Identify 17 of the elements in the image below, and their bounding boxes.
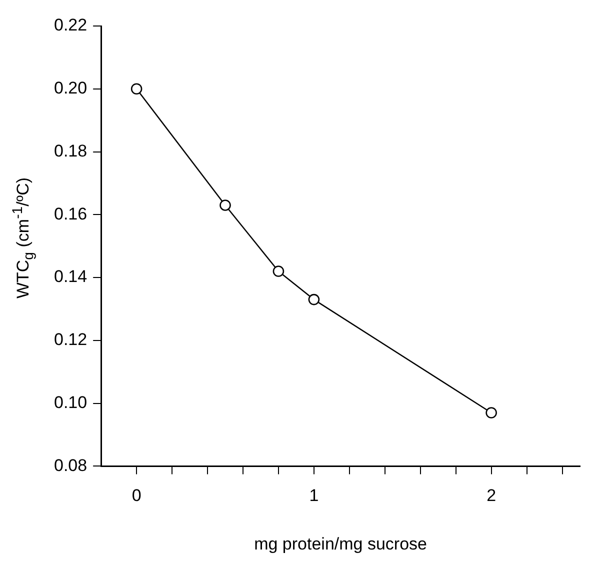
x-tick-label: 0 bbox=[132, 486, 142, 506]
y-tick-label: 0.14 bbox=[54, 267, 88, 286]
point bbox=[486, 407, 497, 418]
y-tick-label: 0.08 bbox=[54, 456, 88, 475]
y-tick-label: 0.10 bbox=[54, 393, 88, 412]
y-tick-label: 0.22 bbox=[54, 16, 88, 35]
x-tick-label: 1 bbox=[309, 486, 319, 506]
point bbox=[220, 200, 231, 211]
y-tick-label: 0.16 bbox=[54, 204, 88, 224]
y-tick-label: 0.12 bbox=[54, 330, 88, 350]
point bbox=[272, 266, 284, 277]
y-tick-label: 0.20 bbox=[54, 78, 88, 98]
x-axis-title: mg protein/mg sucrose bbox=[254, 534, 427, 554]
point bbox=[308, 294, 320, 306]
point bbox=[130, 83, 142, 95]
x-tick-label: 2 bbox=[486, 486, 496, 506]
y-tick-label: 0.18 bbox=[54, 141, 88, 160]
